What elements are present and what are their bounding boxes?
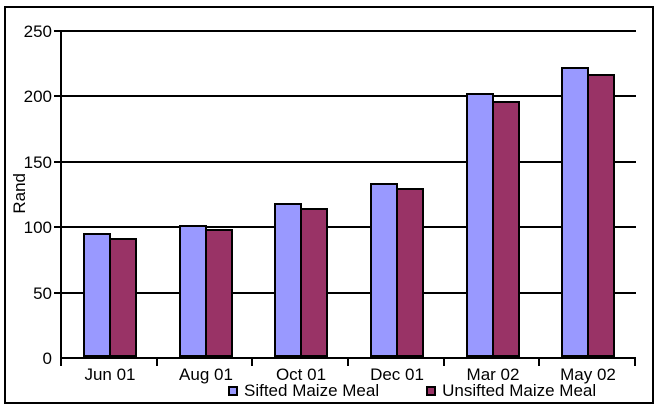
bar-sifted-maize-meal [274,203,302,357]
y-axis-tick-label: 150 [23,153,52,172]
bar-sifted-maize-meal [561,67,589,357]
gridline [62,292,636,294]
y-axis-tick [54,161,60,163]
bar-sifted-maize-meal [370,183,398,357]
bar-unsifted-maize-meal [109,238,137,357]
x-axis-category-label: Jun 01 [84,365,136,384]
bar-sifted-maize-meal [83,233,111,357]
x-axis-tick [538,359,540,366]
gridline [62,95,636,97]
x-axis-category-label: Oct 01 [275,365,327,384]
legend: Sifted Maize Meal Unsifted Maize Meal [228,381,596,401]
bar-unsifted-maize-meal [587,74,615,357]
x-axis-tick [156,359,158,366]
legend-item-unsifted-maize-meal: Unsifted Maize Meal [426,381,596,401]
y-axis-title: Rand [10,173,29,214]
y-axis-tick [54,226,60,228]
bar-unsifted-maize-meal [205,229,233,357]
bar-sifted-maize-meal [466,93,494,357]
x-axis-category-label: May 02 [560,365,616,384]
x-axis-tick [60,359,62,366]
y-axis-tick [54,292,60,294]
x-axis-tick [443,359,445,366]
x-axis-category-label: Aug 01 [179,365,233,384]
bar-sifted-maize-meal [179,225,207,357]
x-axis-category-label: Dec 01 [370,365,424,384]
gridline [62,161,636,163]
legend-color-swatch [228,386,238,396]
x-axis-tick [634,359,636,366]
y-axis-tick-label: 50 [33,284,52,303]
bar-unsifted-maize-meal [492,101,520,357]
legend-label: Sifted Maize Meal [244,381,380,400]
plot-area: 0 50 100 150 200 250 Jun 01 Aug 01 Oct 01 Dec 01 M… [24,23,636,384]
y-axis-tick-label: 200 [23,87,52,106]
x-axis-tick [251,359,253,366]
y-axis-tick-label: 250 [23,22,52,41]
y-axis-tick-label: 0 [42,349,52,368]
y-axis-tick-label: 100 [23,218,52,237]
bar-unsifted-maize-meal [300,208,328,357]
legend-label: Unsifted Maize Meal [442,381,597,400]
legend-item-sifted-maize-meal: Sifted Maize Meal [228,381,379,401]
y-axis-tick [54,30,60,32]
gridline [62,226,636,228]
x-axis-category-label: Mar 02 [466,365,520,384]
gridline [62,30,636,32]
y-axis-tick [54,95,60,97]
legend-color-swatch [426,386,437,396]
x-axis-tick [347,359,349,366]
bar-unsifted-maize-meal [396,188,424,357]
